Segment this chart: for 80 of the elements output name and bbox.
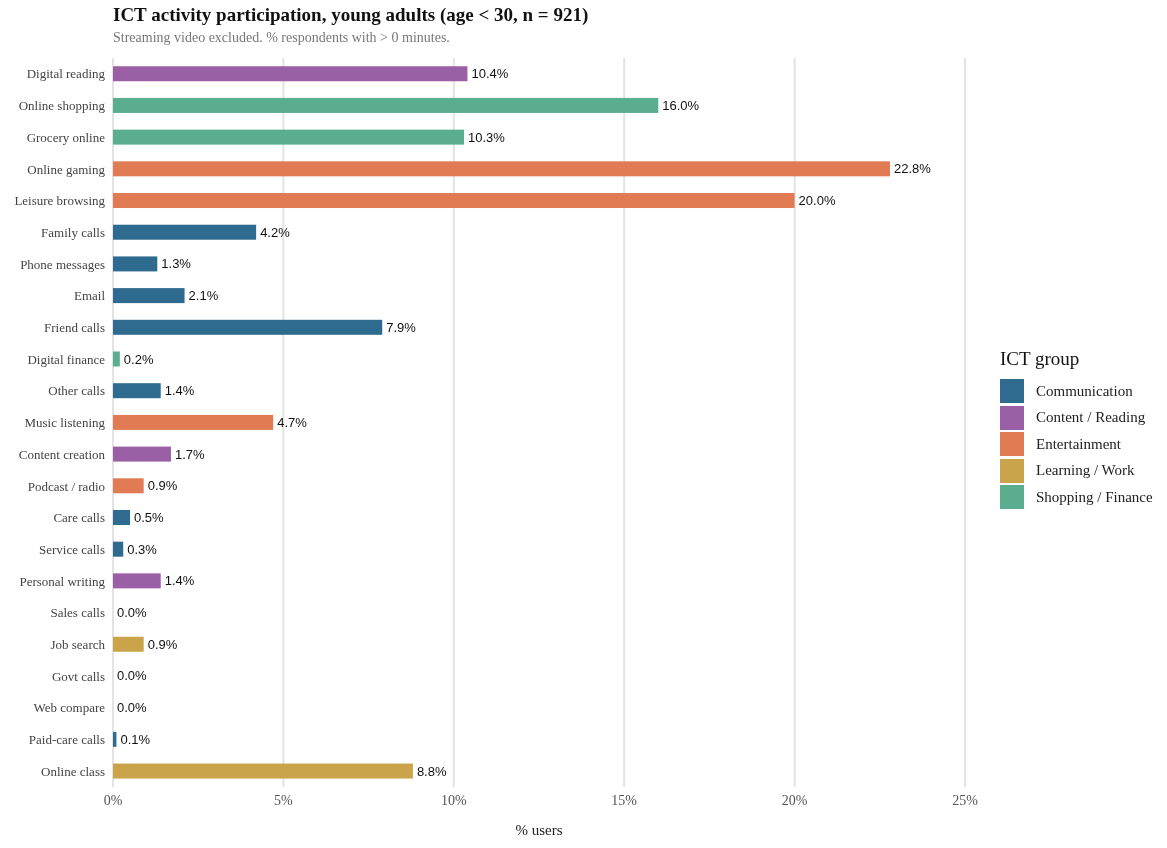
bar (113, 573, 161, 589)
data-label: 0.0% (117, 668, 148, 684)
data-label: 0.5% (134, 509, 165, 525)
data-label: 0.0% (117, 605, 148, 621)
bar (113, 636, 144, 652)
y-tick-label: Digital reading (26, 66, 106, 82)
legend-label: Entertainment (1036, 435, 1121, 453)
bar (113, 161, 891, 177)
bar (113, 351, 120, 367)
y-tick-label: Online shopping (18, 98, 106, 114)
data-label: 20.0% (798, 193, 836, 209)
legend-label: Content / Reading (1036, 409, 1146, 427)
y-tick-label: Sales calls (50, 605, 105, 621)
data-label: 2.1% (188, 288, 219, 304)
data-label: 7.9% (386, 319, 417, 335)
data-label: 8.8% (416, 763, 447, 779)
y-tick-label: Care calls (53, 510, 105, 526)
x-tick-label: 15% (611, 792, 638, 808)
data-label: 1.7% (174, 446, 206, 462)
data-label: 0.0% (117, 700, 148, 716)
y-tick-label: Other calls (48, 383, 105, 399)
data-label: 4.2% (260, 224, 291, 240)
data-label: 4.7% (277, 414, 308, 430)
data-label: 16.0% (662, 97, 700, 113)
y-tick-label: Music listening (24, 415, 106, 431)
bar (113, 288, 185, 304)
y-tick-label: Online class (41, 763, 105, 779)
bar (113, 509, 131, 525)
data-label: 1.3% (161, 256, 192, 272)
bar (113, 319, 383, 335)
y-tick-label: Family calls (41, 224, 105, 240)
data-label: 22.8% (894, 161, 932, 177)
bar (113, 97, 659, 113)
x-tick-label: 0% (103, 792, 123, 808)
bar (113, 446, 171, 462)
legend-label: Shopping / Finance (1036, 488, 1153, 506)
legend-title: ICT group (1000, 348, 1081, 370)
legend-label: Learning / Work (1036, 462, 1135, 480)
chart-subtitle: Streaming video excluded. % respondents with > 0 minutes. (113, 30, 451, 46)
y-tick-label: Friend calls (43, 320, 105, 336)
data-label: 0.9% (147, 636, 178, 652)
data-label: 10.3% (468, 129, 506, 145)
y-tick-label: Digital finance (27, 351, 106, 367)
x-tick-label: 5% (274, 792, 294, 808)
data-label: 0.3% (127, 541, 158, 557)
y-tick-label: Personal writing (19, 573, 106, 589)
chart-title: ICT activity participation, young adults (age < 30, n = 921) (113, 4, 590, 26)
y-tick-label: Email (73, 288, 106, 304)
bar (113, 193, 795, 209)
data-label: 0.1% (120, 731, 151, 747)
y-tick-label: Service calls (38, 541, 105, 557)
bar (113, 478, 144, 494)
bar (113, 541, 124, 557)
bar (113, 763, 413, 779)
legend-label: Communication (1036, 382, 1133, 400)
x-tick-label: 10% (440, 792, 467, 808)
y-tick-label: Job search (50, 636, 106, 652)
x-tick-label: 20% (781, 792, 808, 808)
y-tick-label: Phone messages (20, 256, 105, 272)
bar (113, 66, 468, 82)
y-tick-label: Grocery online (26, 129, 106, 145)
y-tick-label: Govt calls (51, 668, 105, 684)
y-tick-label: Content creation (18, 446, 106, 462)
bar (113, 414, 274, 430)
y-tick-label: Podcast / radio (27, 478, 105, 494)
x-axis-title: % users (515, 822, 563, 838)
data-label: 1.4% (164, 383, 195, 399)
y-tick-label: Paid-care calls (28, 732, 105, 748)
y-tick-label: Online gaming (27, 161, 106, 177)
y-tick-label: Leisure browsing (14, 193, 106, 209)
data-label: 1.4% (164, 573, 195, 589)
bar (113, 256, 158, 272)
bar (113, 383, 161, 399)
x-tick-label: 25% (952, 792, 979, 808)
bar (113, 129, 465, 145)
data-label: 0.9% (147, 478, 178, 494)
data-label: 10.4% (471, 66, 509, 82)
data-label: 0.2% (123, 351, 154, 367)
bar (113, 224, 257, 240)
y-tick-label: Web compare (33, 700, 106, 716)
